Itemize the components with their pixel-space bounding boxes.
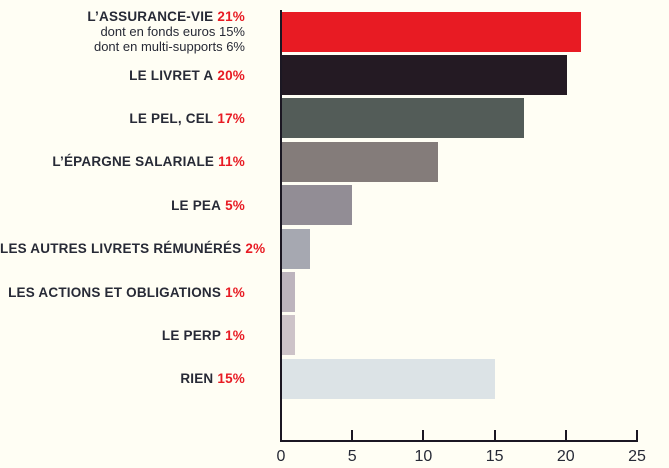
bar-label-cell: LE PERP 1%: [0, 328, 281, 343]
bar-value: 11%: [218, 154, 245, 170]
bar-row: LE PEL, CEL 17%: [0, 97, 638, 140]
x-axis-line: [280, 440, 638, 442]
bar-label-line: LE PERP 1%: [0, 328, 245, 343]
bar-label: L’ÉPARGNE SALARIALE: [52, 154, 215, 170]
bar-label-line: RIEN 15%: [0, 371, 245, 386]
bar-label-line: LE PEA 5%: [0, 198, 245, 213]
bar-sublabel: dont en multi-supports 6%: [93, 39, 245, 55]
y-axis-line: [280, 10, 282, 442]
x-tick: [636, 430, 638, 440]
bar-row: LE PEA 5%: [0, 184, 638, 227]
bar-cell: [281, 272, 638, 313]
bar-label-cell: L’ASSURANCE-VIE 21% dont en fonds euros 1…: [0, 9, 281, 54]
x-tick-label: 5: [347, 448, 357, 465]
bar-row: LES ACTIONS ET OBLIGATIONS 1%: [0, 270, 638, 313]
bar-value: 1%: [225, 327, 245, 343]
bar-value: 15%: [217, 371, 245, 387]
bar: [281, 185, 353, 226]
bar-label-line: LES ACTIONS ET OBLIGATIONS 1%: [0, 285, 245, 300]
bar-cell: [281, 358, 638, 399]
bar-row: RIEN 15%: [0, 357, 638, 400]
bar-value: 21%: [217, 9, 245, 25]
bar-row: LE LIVRET A 20%: [0, 53, 638, 96]
bar-label: LE LIVRET A: [129, 67, 214, 83]
bar-cell: [281, 185, 638, 226]
bar-label: LE PEA: [171, 197, 222, 213]
x-tick-label: 25: [628, 448, 646, 465]
bar-label-cell: LES AUTRES LIVRETS RÉMUNÉRÉS 2%: [0, 241, 281, 256]
bar-label: LE PERP: [161, 327, 222, 343]
bar-row: LES AUTRES LIVRETS RÉMUNÉRÉS 2%: [0, 227, 638, 270]
bar: [281, 228, 310, 269]
x-tick-label: 20: [556, 448, 575, 465]
rows: L’ASSURANCE-VIE 21% dont en fonds euros 1…: [0, 9, 638, 401]
bar-label-line: L’ÉPARGNE SALARIALE 11%: [0, 154, 245, 169]
x-tick: [493, 430, 496, 440]
bar-label-cell: L’ÉPARGNE SALARIALE 11%: [0, 154, 281, 169]
bar-label-line: LES AUTRES LIVRETS RÉMUNÉRÉS 2%: [0, 241, 265, 257]
bar: [281, 358, 496, 399]
bar-value: 20%: [217, 67, 245, 83]
bar: [281, 55, 567, 96]
bar-label-line: LE LIVRET A 20%: [0, 68, 245, 83]
bar-label-cell: LES ACTIONS ET OBLIGATIONS 1%: [0, 285, 281, 300]
bar-sublabel: dont en fonds euros 15%: [100, 24, 245, 40]
bar-label-cell: LE PEA 5%: [0, 198, 281, 213]
bar-cell: [281, 315, 638, 356]
bar-label: LES ACTIONS ET OBLIGATIONS: [8, 284, 222, 300]
bar-label-cell: LE LIVRET A 20%: [0, 68, 281, 83]
bar: [281, 315, 296, 356]
bar-value: 17%: [217, 110, 245, 126]
bar-label: RIEN: [180, 371, 214, 387]
bar-row: LE PERP 1%: [0, 314, 638, 357]
bar-row: L’ASSURANCE-VIE 21% dont en fonds euros 1…: [0, 9, 638, 54]
bar-value: 5%: [225, 197, 245, 213]
bar-cell: [281, 228, 638, 269]
bar-label: LE PEL, CEL: [129, 110, 214, 126]
x-tick: [422, 430, 425, 440]
bar-cell: [281, 141, 638, 182]
x-tick-label: 10: [414, 448, 433, 465]
bar: [281, 272, 296, 313]
bar-label-line: L’ASSURANCE-VIE 21%: [0, 9, 245, 24]
bar-value: 1%: [225, 284, 245, 300]
bar-value: 2%: [245, 241, 266, 257]
bar-cell: [281, 55, 638, 96]
bar: [281, 98, 524, 139]
x-tick-label: 0: [276, 448, 286, 465]
bar: [281, 141, 439, 182]
bar-label: LES AUTRES LIVRETS RÉMUNÉRÉS: [0, 241, 242, 257]
bar-row: L’ÉPARGNE SALARIALE 11%: [0, 140, 638, 183]
bar-cell: [281, 11, 638, 52]
bar-sublabels: dont en fonds euros 15% dont en multi-sup…: [0, 24, 245, 54]
bar-label-line: LE PEL, CEL 17%: [0, 111, 245, 126]
bar: [281, 11, 581, 52]
bar-cell: [281, 98, 638, 139]
x-tick: [351, 430, 354, 440]
bar-label-cell: RIEN 15%: [0, 371, 281, 386]
x-tick: [564, 430, 567, 440]
x-tick-label: 15: [485, 448, 504, 465]
bar-label-cell: LE PEL, CEL 17%: [0, 111, 281, 126]
bar-label: L’ASSURANCE-VIE: [87, 9, 214, 25]
